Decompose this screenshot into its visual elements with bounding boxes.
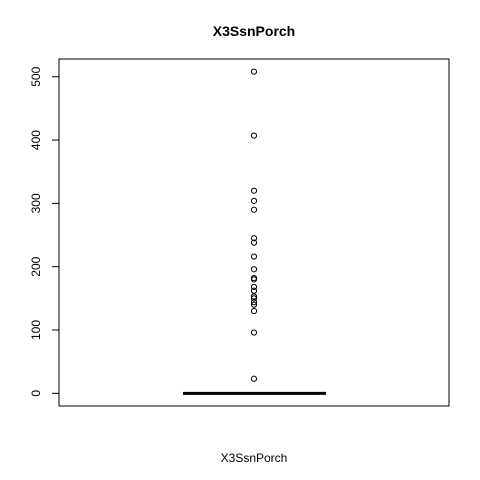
y-axis: 0 100 200 300 400 500 xyxy=(29,66,60,397)
outlier-point xyxy=(250,239,258,246)
outlier-point xyxy=(250,307,258,315)
outlier-point xyxy=(250,375,258,382)
outlier-point xyxy=(250,266,258,273)
outlier-point xyxy=(250,235,258,242)
outlier-point xyxy=(250,299,258,306)
y-tick-label: 0 xyxy=(29,390,43,397)
y-tick-label: 400 xyxy=(29,130,43,150)
outlier-point xyxy=(250,68,258,75)
y-tick-label: 500 xyxy=(29,66,43,86)
chart-title: X3SsnPorch xyxy=(213,23,295,39)
outlier-point xyxy=(250,287,258,294)
y-tick-label: 100 xyxy=(29,320,43,340)
outlier-group xyxy=(250,68,258,382)
x-axis-label: X3SsnPorch xyxy=(221,451,288,465)
outlier-point xyxy=(250,253,258,260)
plot-frame xyxy=(58,58,450,407)
outlier-point xyxy=(250,329,258,336)
outlier-point xyxy=(250,187,258,194)
outlier-point xyxy=(250,283,258,291)
outlier-point xyxy=(250,276,258,283)
outlier-point xyxy=(250,132,258,139)
y-tick-label: 300 xyxy=(29,193,43,213)
outlier-point xyxy=(250,197,258,204)
outlier-point xyxy=(250,301,258,308)
outlier-point xyxy=(250,295,258,302)
y-tick-label: 200 xyxy=(29,256,43,276)
outlier-point xyxy=(250,206,258,213)
